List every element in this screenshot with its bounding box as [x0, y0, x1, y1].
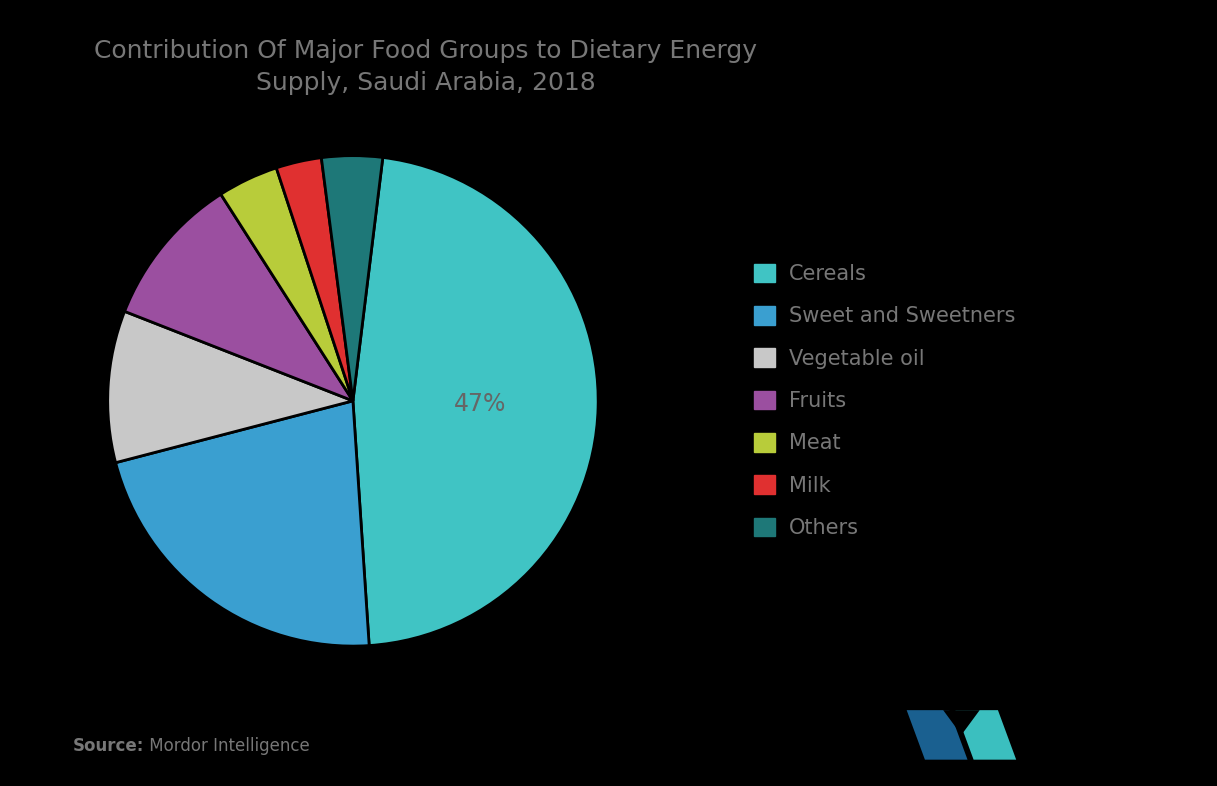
Text: Source:: Source:	[73, 736, 145, 755]
Wedge shape	[321, 156, 383, 401]
Polygon shape	[943, 711, 980, 735]
Wedge shape	[276, 158, 353, 401]
Polygon shape	[907, 711, 968, 759]
Polygon shape	[955, 711, 1016, 759]
Text: 47%: 47%	[454, 392, 506, 417]
Wedge shape	[220, 168, 353, 401]
Legend: Cereals, Sweet and Sweetners, Vegetable oil, Fruits, Meat, Milk, Others: Cereals, Sweet and Sweetners, Vegetable …	[744, 253, 1026, 549]
Wedge shape	[124, 194, 353, 401]
Wedge shape	[353, 157, 599, 645]
Text: Mordor Intelligence: Mordor Intelligence	[144, 736, 309, 755]
Wedge shape	[116, 401, 369, 646]
Text: Contribution Of Major Food Groups to Dietary Energy
Supply, Saudi Arabia, 2018: Contribution Of Major Food Groups to Die…	[95, 39, 757, 95]
Wedge shape	[107, 311, 353, 463]
